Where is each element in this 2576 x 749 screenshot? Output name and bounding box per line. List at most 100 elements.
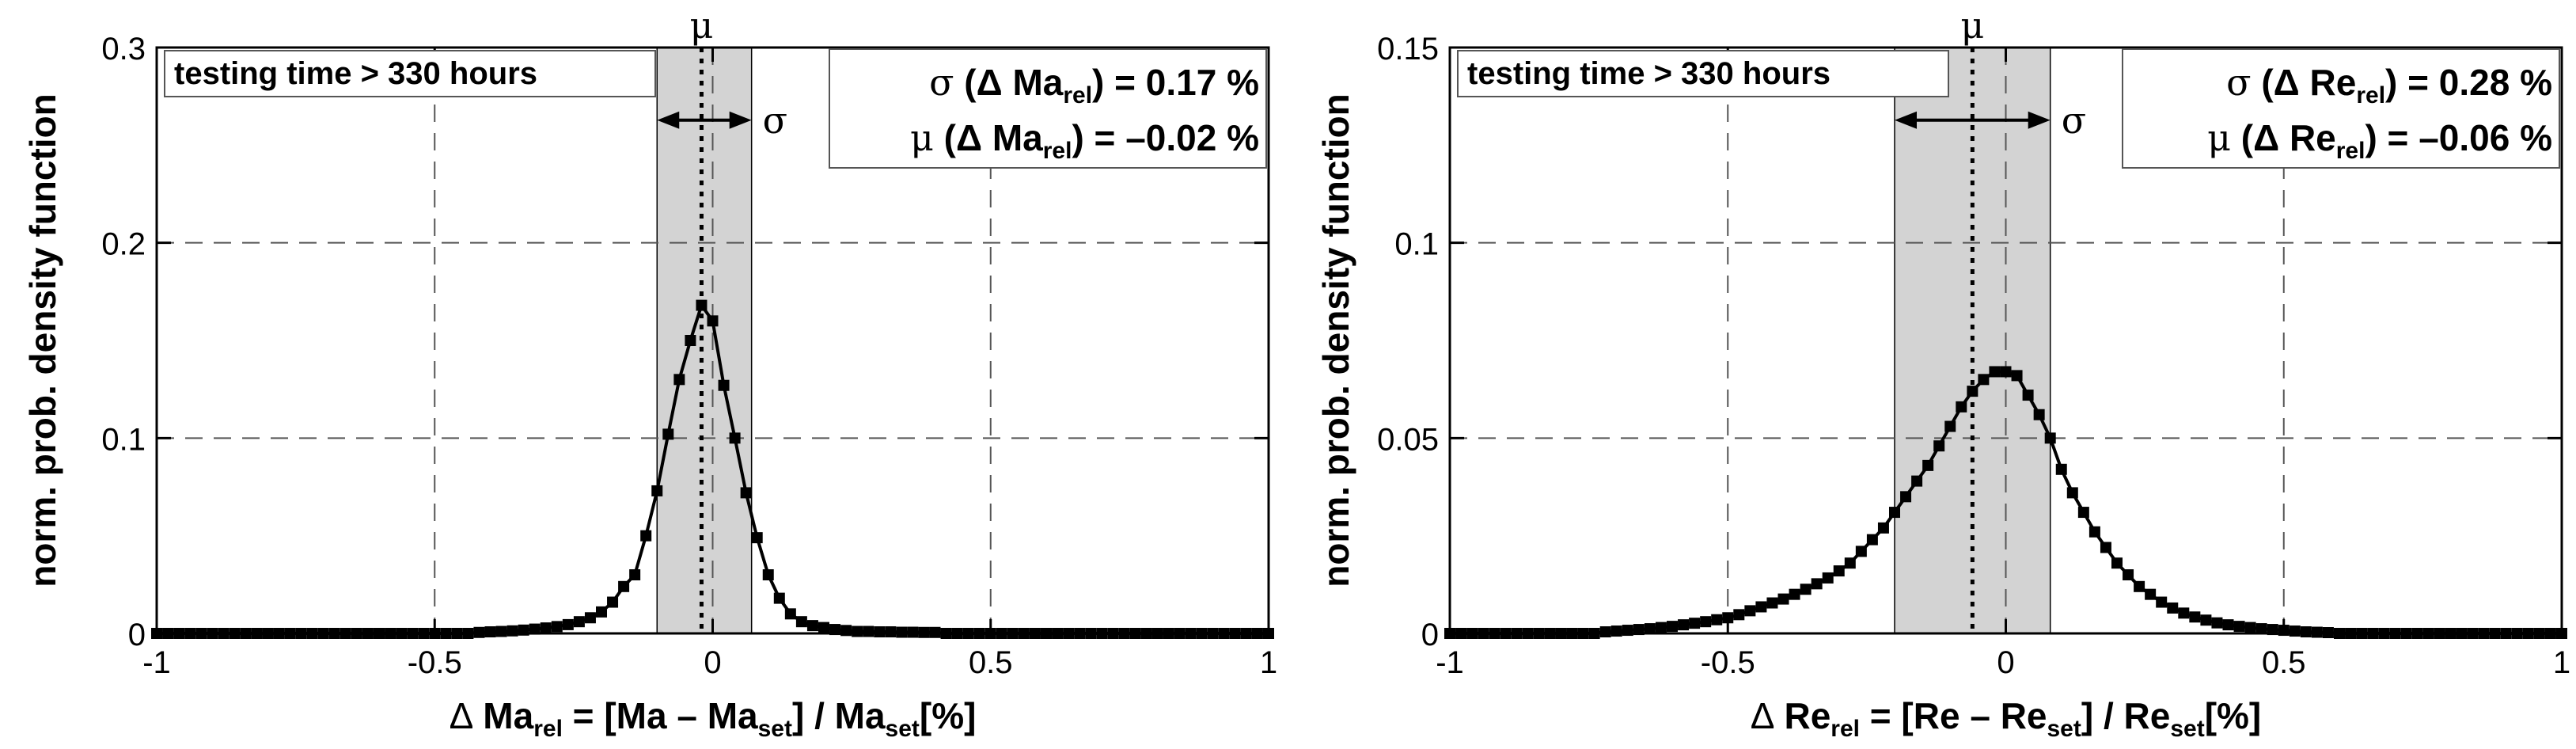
- data-point: [1944, 420, 1956, 432]
- data-point: [751, 532, 763, 544]
- data-point: [762, 569, 774, 580]
- data-point: [1711, 614, 1723, 625]
- data-point: [2167, 602, 2179, 614]
- sigma-stat: σ (Δ Marel) = 0.17 %: [929, 61, 1259, 108]
- data-point: [2123, 569, 2134, 580]
- y-tick-label: 0.2: [101, 227, 146, 262]
- x-tick-label: 1: [1260, 645, 1277, 680]
- data-point: [1833, 565, 1845, 577]
- data-point: [2233, 621, 2245, 633]
- data-point: [2022, 390, 2034, 401]
- x-tick-label: 0.5: [2262, 645, 2306, 680]
- data-point: [1989, 366, 2001, 378]
- data-point: [2088, 526, 2100, 538]
- data-point: [2189, 611, 2201, 623]
- data-point: [2100, 542, 2111, 553]
- data-point: [2111, 557, 2123, 569]
- mu-label: μ: [1960, 4, 1984, 47]
- data-point: [852, 625, 863, 637]
- data-point: [1722, 612, 1734, 624]
- data-point: [540, 622, 552, 634]
- data-point: [662, 428, 674, 440]
- data-point: [629, 569, 641, 580]
- data-point: [1789, 588, 1800, 600]
- x-tick-label: -1: [142, 645, 171, 680]
- data-point: [551, 621, 563, 633]
- data-point: [806, 620, 818, 632]
- data-point: [1610, 625, 1622, 637]
- sigma-label: σ: [2062, 99, 2086, 142]
- data-point: [718, 379, 730, 391]
- x-tick-label: 0.5: [969, 645, 1013, 680]
- data-point: [795, 616, 807, 628]
- testing-time-annotation: testing time > 330 hours: [164, 50, 656, 97]
- data-point: [673, 374, 685, 386]
- data-point: [696, 299, 708, 311]
- stats-box: σ (Δ Marel) = 0.17 % μ (Δ Marel) = –0.02 …: [829, 48, 1267, 169]
- sigma-arrow: [657, 111, 752, 129]
- data-point: [1978, 374, 1990, 386]
- data-point: [1911, 475, 1923, 487]
- data-point: [685, 335, 696, 346]
- data-point: [529, 623, 541, 635]
- data-point: [573, 616, 585, 628]
- data-point: [2156, 596, 2168, 608]
- data-point: [1800, 584, 1812, 595]
- data-point: [1855, 546, 1867, 557]
- chart-panel-1: μ σ -1 -0.5 0 0.5 1 0 0.1 0.2 0.3 testing time > 33…: [22, 4, 1277, 742]
- mu-stat: μ (Δ Marel) = –0.02 %: [910, 116, 1259, 164]
- y-tick-label: 0: [1421, 618, 1439, 652]
- data-point: [1866, 534, 1878, 546]
- x-tick-label: -0.5: [408, 645, 462, 680]
- y-tick-label: 0.3: [101, 32, 146, 67]
- data-point: [2200, 614, 2212, 626]
- data-point: [2000, 366, 2012, 378]
- data-point: [2066, 487, 2078, 499]
- data-point: [2145, 588, 2157, 600]
- data-point: [596, 606, 607, 618]
- data-point: [874, 626, 886, 638]
- x-tick-label: 0: [704, 645, 721, 680]
- data-point: [1599, 626, 1611, 638]
- data-point: [1844, 557, 1856, 569]
- data-point: [607, 596, 619, 608]
- mu-stat: μ (Δ Rerel) = –0.06 %: [2207, 116, 2552, 164]
- data-point: [2011, 370, 2023, 382]
- data-point: [1877, 522, 1889, 534]
- y-tick-label: 0.15: [1377, 32, 1439, 67]
- svg-text:testing time > 330 hours: testing time > 330 hours: [174, 56, 537, 91]
- data-point: [2255, 623, 2267, 635]
- grid: [1450, 48, 2562, 633]
- x-axis-label: Δ Marel = [Ma – Maset] / Maset[%]: [450, 695, 977, 742]
- data-point: [1755, 601, 1767, 613]
- data-point: [1733, 609, 1745, 621]
- data-point: [818, 622, 829, 633]
- data-point: [1644, 623, 1656, 635]
- data-point: [2044, 432, 2056, 444]
- chart-panel-2: μ σ -1 -0.5 0 0.5 1 0 0.05 0.1 0.15 testing time > …: [1315, 4, 2570, 742]
- data-point: [584, 612, 596, 624]
- data-point: [2055, 463, 2067, 475]
- data-point: [484, 626, 496, 638]
- data-point: [2033, 409, 2045, 420]
- data-point: [1655, 622, 1667, 633]
- data-point: [2134, 580, 2145, 592]
- data-point: [784, 608, 796, 620]
- data-point: [2211, 617, 2223, 629]
- data-point: [1689, 618, 1701, 629]
- data-point: [707, 315, 719, 327]
- data-point: [1678, 619, 1690, 631]
- stats-box: σ (Δ Rerel) = 0.28 % μ (Δ Rerel) = –0.06 …: [2122, 48, 2560, 169]
- data-point: [863, 625, 874, 637]
- data-point: [2077, 507, 2089, 519]
- sigma-band: [656, 47, 753, 634]
- data-point: [640, 530, 652, 542]
- data-point: [2244, 622, 2256, 633]
- data-point: [1744, 605, 1756, 617]
- data-point: [1822, 572, 1834, 584]
- testing-time-annotation: testing time > 330 hours: [1457, 50, 1949, 97]
- data-point: [2300, 626, 2312, 638]
- data-point: [2178, 607, 2190, 619]
- svg-text:testing time > 330 hours: testing time > 330 hours: [1467, 56, 1831, 91]
